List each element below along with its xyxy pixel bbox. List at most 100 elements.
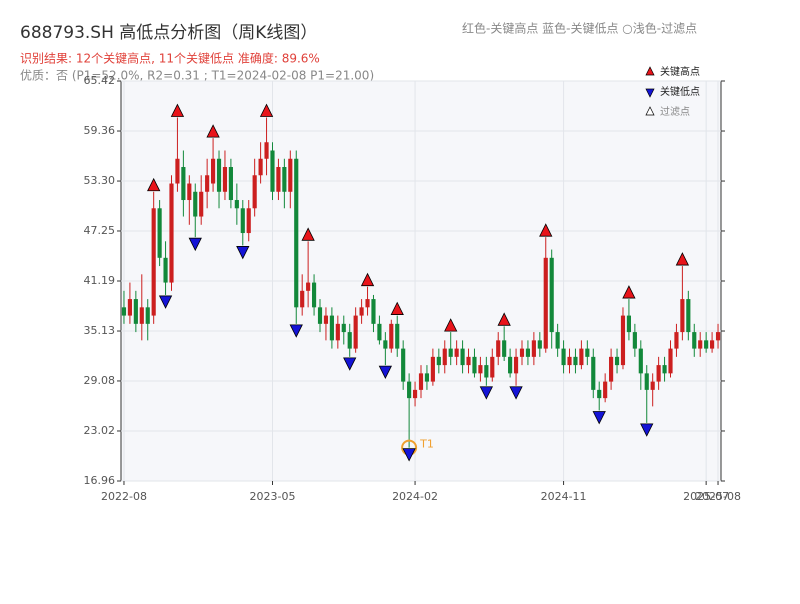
header-note: 红色-关键高点 蓝色-关键低点 ○浅色-过滤点 (462, 21, 697, 36)
candle-body (145, 307, 150, 324)
candle-body (270, 150, 275, 192)
key-high-marker (170, 103, 185, 117)
candle-body (424, 373, 430, 382)
candle-body (228, 167, 233, 201)
candle-body (151, 208, 156, 316)
candle-body (430, 356, 435, 382)
candle-body (311, 282, 317, 308)
candle-body (496, 340, 501, 357)
candle-body (347, 332, 352, 349)
key-low-marker (289, 324, 303, 338)
key-low-marker (592, 411, 606, 425)
candle-body (401, 348, 406, 382)
key-low-marker (509, 386, 523, 400)
candle-body (234, 200, 239, 209)
y-tick-label: 16.96 (84, 474, 116, 487)
candle-body (323, 315, 329, 324)
legend-label: 关键高点 (660, 65, 700, 78)
candle-body (466, 356, 471, 366)
candle-body (614, 356, 620, 366)
candle-body (490, 356, 495, 378)
candle-body (472, 356, 477, 374)
key-high-marker (497, 312, 511, 326)
candle-body (133, 299, 138, 324)
candle-body (436, 356, 441, 366)
candle-body (668, 348, 673, 374)
candle-body (246, 208, 251, 234)
candle-body (513, 356, 519, 374)
candle-body (418, 373, 424, 390)
candle-body (555, 332, 560, 349)
key-high-marker (390, 301, 404, 315)
key-low-marker (236, 246, 250, 260)
y-tick-label: 29.08 (84, 374, 116, 387)
candle-body (698, 340, 703, 349)
y-tick-label: 59.36 (84, 124, 116, 137)
key-high-marker (147, 177, 161, 192)
legend-marker (645, 106, 655, 116)
y-tick-label: 41.19 (84, 274, 116, 287)
candle-body (157, 208, 162, 258)
candle-body (377, 323, 382, 341)
candle-body (603, 381, 608, 399)
legend-marker (645, 66, 655, 76)
candle-body (591, 356, 596, 390)
candle-body (502, 340, 507, 357)
x-tick-label: 2024-02 (392, 490, 438, 503)
candle-body (478, 365, 483, 374)
candle-body (626, 315, 631, 333)
candle-body (222, 167, 228, 192)
candle-body (371, 299, 376, 324)
candle-body (650, 381, 655, 390)
candle-body (644, 373, 649, 390)
key-low-marker (479, 386, 493, 400)
candle-body (127, 299, 132, 316)
key-high-marker (360, 272, 375, 287)
candle-body (193, 191, 198, 217)
candle-body (407, 381, 412, 399)
candle-body (389, 323, 394, 349)
candle-body (549, 257, 554, 333)
candle-body (561, 348, 566, 366)
chart-title: 688793.SH 高低点分析图（周K线图） (20, 23, 317, 43)
candle-body (710, 340, 715, 349)
candle-body (484, 365, 489, 378)
candle-body (692, 332, 697, 349)
x-tick-label: 2025-08 (695, 490, 741, 503)
y-tick-label: 53.30 (84, 174, 116, 187)
key-low-marker (158, 295, 173, 309)
x-tick-label: 2023-05 (250, 490, 296, 503)
candle-body (175, 158, 180, 184)
x-tick-label: 2024-11 (541, 490, 587, 503)
candle-body (448, 348, 453, 357)
candle-body (537, 340, 542, 349)
candle-body (335, 323, 340, 341)
key-high-marker (301, 227, 315, 241)
legend-marker (645, 88, 655, 98)
key-low-marker (343, 357, 357, 371)
candle-body (329, 315, 334, 341)
candle-body (704, 340, 709, 349)
candle-body (240, 208, 245, 234)
candle-body (395, 323, 400, 349)
annotation-label: T1 (419, 438, 434, 451)
key-high-marker (206, 124, 220, 138)
candle-body (597, 389, 602, 399)
candle-body (252, 175, 257, 209)
candle-body (680, 299, 685, 333)
candle-body (638, 348, 643, 374)
key-high-marker (622, 285, 636, 299)
candle-body (294, 158, 299, 308)
y-tick-label: 65.42 (84, 74, 116, 87)
candle-body (412, 389, 418, 399)
candle-body (216, 158, 222, 192)
candle-body (579, 348, 584, 366)
candle-body (662, 365, 667, 374)
key-low-marker (378, 365, 393, 380)
candle-body (199, 191, 204, 217)
candle-body (715, 332, 721, 341)
candle-body (656, 365, 661, 382)
legend-label: 过滤点 (660, 105, 690, 118)
candle-body (121, 307, 127, 316)
candle-body (359, 307, 364, 316)
